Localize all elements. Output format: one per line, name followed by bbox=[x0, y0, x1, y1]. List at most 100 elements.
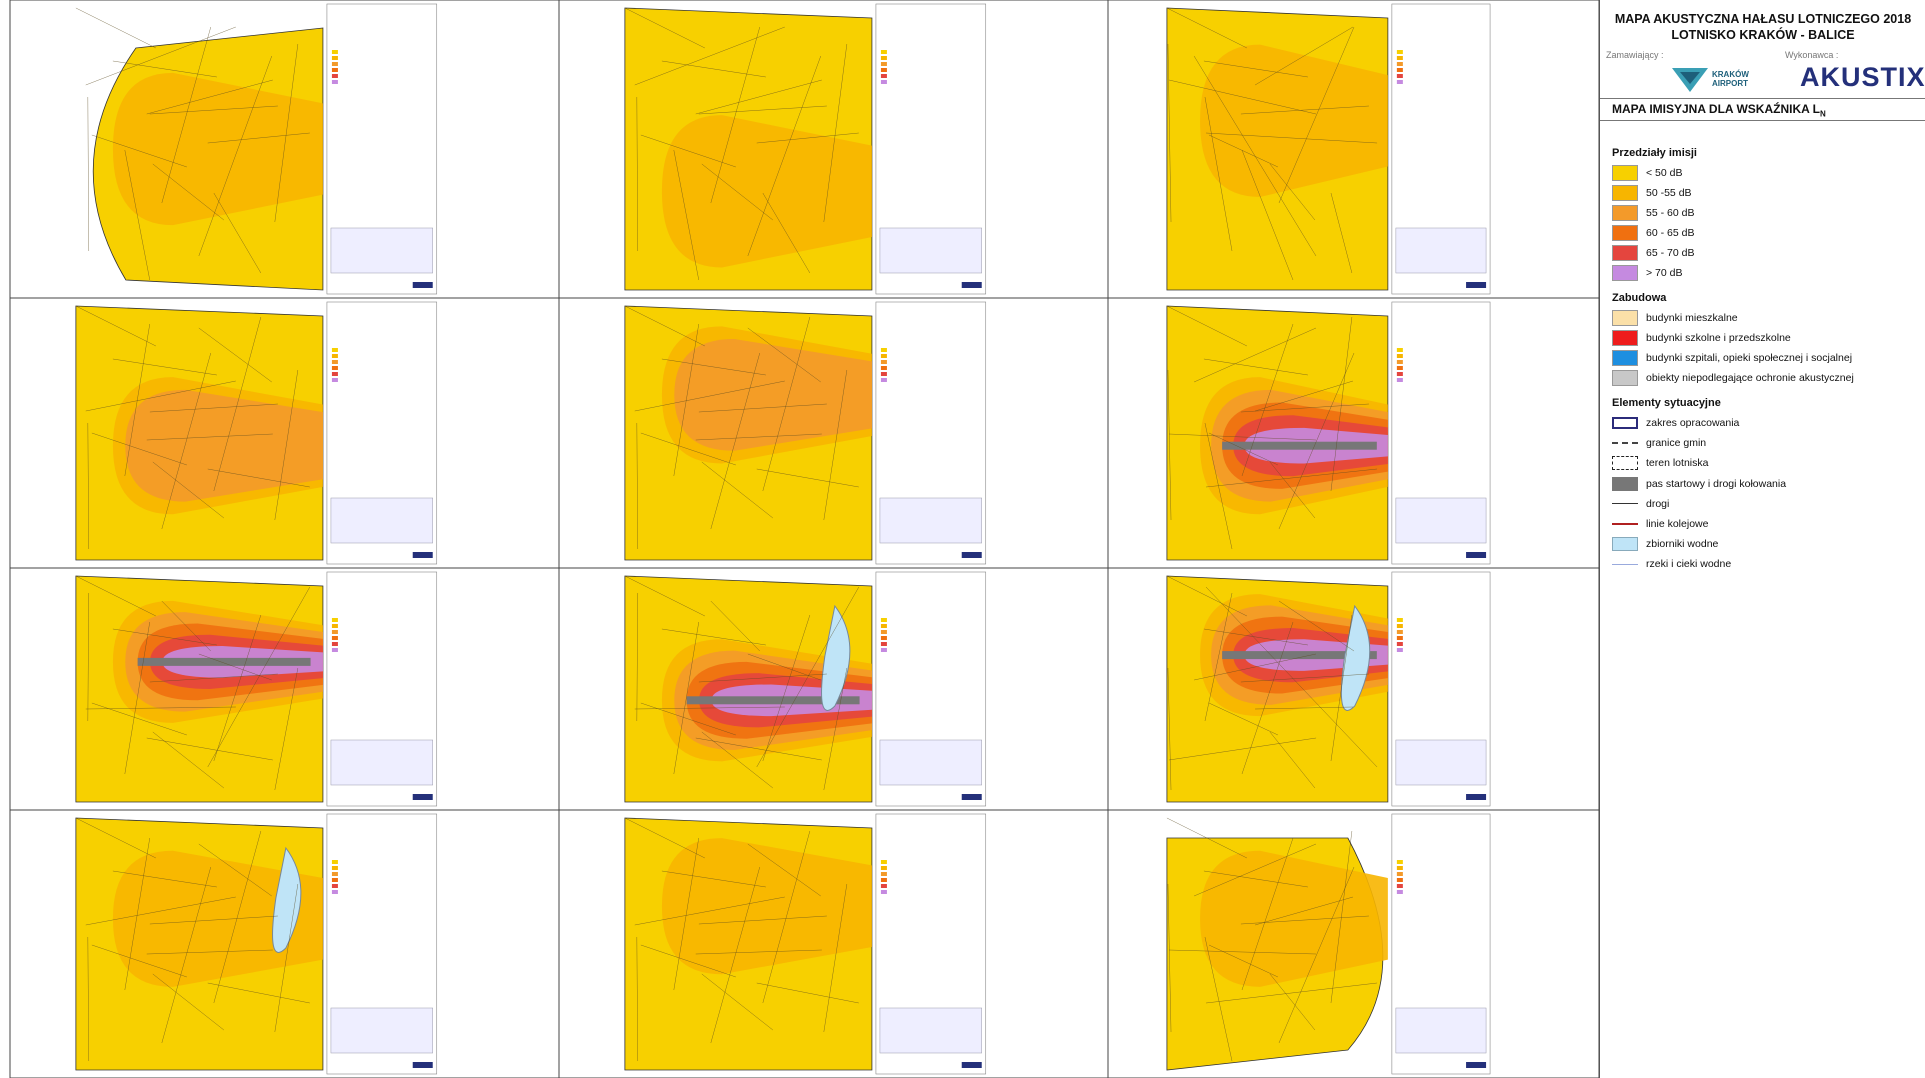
sheet-legend-swatch bbox=[881, 372, 887, 376]
legend-swatch bbox=[1612, 350, 1638, 366]
legend-label: drogi bbox=[1646, 498, 1669, 510]
sheet-legend-swatch bbox=[332, 866, 338, 870]
map-sheet bbox=[559, 0, 1108, 298]
legend-swatch bbox=[1612, 185, 1638, 201]
sheet-legend-swatch bbox=[1397, 62, 1403, 66]
sheet-legend-swatch bbox=[881, 648, 887, 652]
sheet-key-map bbox=[331, 1008, 433, 1053]
legend-label: budynki mieszkalne bbox=[1646, 312, 1738, 324]
legend-label: 50 -55 dB bbox=[1646, 187, 1692, 199]
legend-item: 60 - 65 dB bbox=[1612, 225, 1694, 241]
sheet-legend-swatch bbox=[332, 884, 338, 888]
sheet-number bbox=[413, 1062, 433, 1068]
sheet-legend-swatch bbox=[1397, 372, 1403, 376]
map-sheet bbox=[1108, 0, 1599, 298]
sheet-legend-swatch bbox=[332, 366, 338, 370]
sheet-legend-swatch bbox=[332, 360, 338, 364]
sheet-legend-swatch bbox=[1397, 348, 1403, 352]
sheet-legend-swatch bbox=[881, 62, 887, 66]
sheet-legend-swatch bbox=[332, 74, 338, 78]
divider bbox=[1600, 120, 1925, 121]
sheet-legend-swatch bbox=[332, 618, 338, 622]
contractor-label: Wykonawca : bbox=[1785, 50, 1838, 60]
legend-panel: MAPA AKUSTYCZNA HAŁASU LOTNICZEGO 2018 L… bbox=[1599, 0, 1925, 1078]
sheet-legend-swatch bbox=[881, 872, 887, 876]
sheet-legend-swatch bbox=[332, 50, 338, 54]
legend-swatch bbox=[1612, 245, 1638, 261]
sheet-legend-swatch bbox=[1397, 878, 1403, 882]
sheet-legend-swatch bbox=[1397, 860, 1403, 864]
map-sheet bbox=[559, 810, 1108, 1078]
legend-item: budynki mieszkalne bbox=[1612, 310, 1738, 326]
sheet-number bbox=[1466, 282, 1486, 288]
sheet-legend-swatch bbox=[881, 860, 887, 864]
sheet-legend-swatch bbox=[1397, 80, 1403, 84]
sheet-legend-swatch bbox=[332, 648, 338, 652]
section-title: Przedziały imisji bbox=[1612, 147, 1697, 159]
title: LOTNISKO KRAKÓW - BALICE bbox=[1600, 28, 1925, 42]
sheet-legend-swatch bbox=[332, 860, 338, 864]
legend-swatch bbox=[1612, 417, 1638, 429]
sheet-key-map bbox=[331, 228, 433, 273]
sheet-legend-swatch bbox=[1397, 872, 1403, 876]
legend-label: pas startowy i drogi kołowania bbox=[1646, 478, 1786, 490]
map-sheet bbox=[10, 0, 559, 298]
legend-swatch bbox=[1612, 477, 1638, 491]
runway bbox=[1222, 442, 1377, 450]
client-label: Zamawiający : bbox=[1606, 50, 1664, 60]
legend-label: > 70 dB bbox=[1646, 267, 1683, 279]
sheet-legend-swatch bbox=[1397, 618, 1403, 622]
sheet-number bbox=[413, 794, 433, 800]
legend-swatch bbox=[1612, 330, 1638, 346]
sheet-legend-swatch bbox=[881, 74, 887, 78]
sheet-legend-swatch bbox=[332, 642, 338, 646]
legend-swatch bbox=[1612, 165, 1638, 181]
sheet-legend-swatch bbox=[332, 348, 338, 352]
divider bbox=[1600, 98, 1925, 99]
map-sheets bbox=[0, 0, 1599, 1078]
sheet-legend-swatch bbox=[332, 630, 338, 634]
map-sheet bbox=[1108, 810, 1599, 1078]
sheet-legend-swatch bbox=[332, 890, 338, 894]
sheet-legend-swatch bbox=[881, 50, 887, 54]
sheet-number bbox=[962, 1062, 982, 1068]
page: {"header": {"title_line1": "MAPA AKUSTYC… bbox=[0, 0, 1925, 1078]
sheet-legend-swatch bbox=[332, 636, 338, 640]
legend-item: 50 -55 dB bbox=[1612, 185, 1692, 201]
sheet-legend-swatch bbox=[332, 56, 338, 60]
legend-item: rzeki i cieki wodne bbox=[1612, 556, 1731, 572]
sheet-legend-swatch bbox=[1397, 50, 1403, 54]
sheet-number bbox=[1466, 1062, 1486, 1068]
sheet-legend-swatch bbox=[881, 354, 887, 358]
sheet-number bbox=[962, 552, 982, 558]
sheet-legend-swatch bbox=[1397, 624, 1403, 628]
sheet-key-map bbox=[1396, 228, 1486, 273]
sheet-legend-swatch bbox=[1397, 636, 1403, 640]
legend-swatch bbox=[1612, 265, 1638, 281]
sheet-key-map bbox=[880, 498, 982, 543]
legend-label: zbiorniki wodne bbox=[1646, 538, 1718, 550]
map-sheet bbox=[10, 810, 559, 1078]
legend-label: 60 - 65 dB bbox=[1646, 227, 1694, 239]
legend-swatch bbox=[1612, 310, 1638, 326]
map-sheet bbox=[559, 298, 1108, 568]
legend-item: 55 - 60 dB bbox=[1612, 205, 1694, 221]
sheet-legend-swatch bbox=[1397, 74, 1403, 78]
map-sheet bbox=[1108, 298, 1599, 568]
legend-label: < 50 dB bbox=[1646, 167, 1683, 179]
map-sheet bbox=[10, 298, 559, 568]
sheet-legend-swatch bbox=[332, 872, 338, 876]
sheet-legend-swatch bbox=[332, 80, 338, 84]
legend-item: teren lotniska bbox=[1612, 455, 1708, 471]
sheet-legend-swatch bbox=[1397, 884, 1403, 888]
sheet-key-map bbox=[880, 1008, 982, 1053]
sheet-number bbox=[962, 794, 982, 800]
sheet-legend-swatch bbox=[1397, 630, 1403, 634]
legend-label: granice gmin bbox=[1646, 437, 1706, 449]
sheet-legend-swatch bbox=[1397, 642, 1403, 646]
legend-label: linie kolejowe bbox=[1646, 518, 1708, 530]
sheet-legend-swatch bbox=[881, 884, 887, 888]
sheet-legend-swatch bbox=[1397, 354, 1403, 358]
legend-swatch bbox=[1612, 564, 1638, 565]
sheet-legend-swatch bbox=[1397, 68, 1403, 72]
